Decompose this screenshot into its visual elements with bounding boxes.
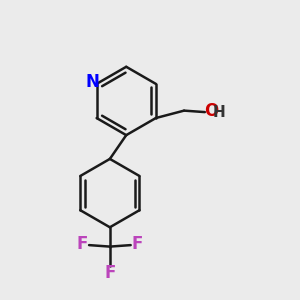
Text: F: F — [131, 235, 143, 253]
Text: H: H — [212, 106, 225, 121]
Text: F: F — [77, 235, 88, 253]
Text: O: O — [204, 102, 218, 120]
Text: F: F — [104, 264, 116, 282]
Text: N: N — [85, 74, 99, 92]
